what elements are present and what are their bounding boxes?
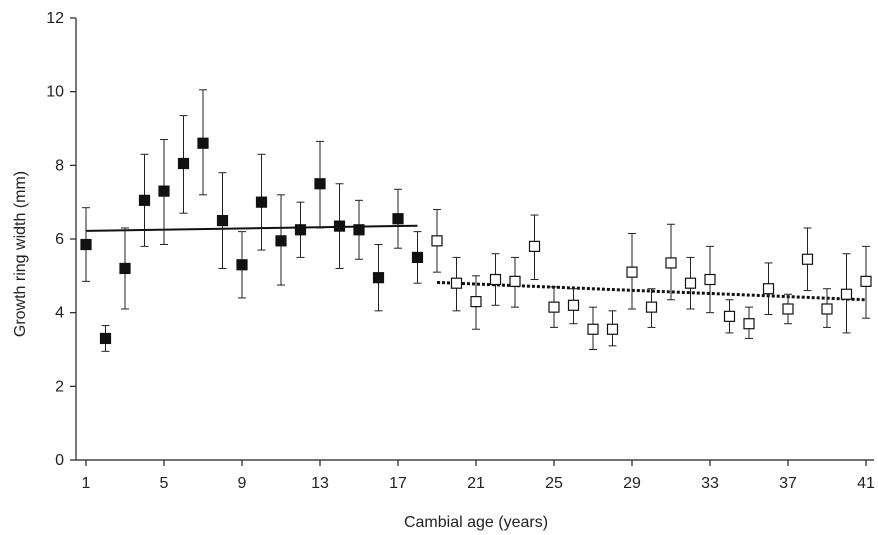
data-point-filled-square — [216, 214, 229, 227]
x-tick-label: 9 — [238, 475, 247, 492]
data-point-open-square — [606, 323, 619, 335]
data-point-open-square — [450, 277, 463, 289]
x-tick-label: 1 — [82, 475, 91, 492]
data-point-filled-square — [119, 262, 131, 275]
x-tick-label: 5 — [160, 475, 169, 492]
data-point-filled-square — [138, 194, 151, 206]
data-point-open-square — [743, 318, 755, 330]
data-point-filled-square — [275, 235, 287, 247]
data-point-filled-square — [177, 157, 190, 170]
y-tick-label: 12 — [46, 10, 64, 27]
data-point-open-square — [626, 266, 638, 278]
trend-line-series-2 — [436, 280, 867, 302]
x-tick-label: 33 — [701, 475, 719, 492]
x-tick-label: 41 — [857, 475, 875, 492]
y-tick-label: 0 — [55, 452, 64, 469]
x-axis-title: Cambial age (years) — [404, 514, 548, 531]
data-point-open-square — [821, 303, 833, 315]
data-point-open-square — [704, 273, 716, 286]
data-markers — [80, 137, 872, 345]
data-point-open-square — [489, 273, 502, 286]
y-tick-label: 4 — [55, 305, 64, 322]
data-point-open-square — [548, 301, 560, 313]
data-point-filled-square — [236, 259, 248, 271]
data-point-open-square — [587, 323, 599, 335]
x-tick-label: 13 — [311, 475, 329, 492]
data-point-open-square — [782, 303, 794, 315]
data-point-open-square — [528, 240, 541, 252]
data-point-filled-square — [392, 213, 404, 225]
x-tick-label: 37 — [779, 475, 797, 492]
data-point-filled-square — [294, 224, 307, 236]
axes — [70, 17, 874, 466]
error-bars — [82, 89, 870, 352]
data-point-filled-square — [197, 137, 209, 149]
data-point-open-square — [665, 257, 677, 269]
x-tick-label: 29 — [623, 475, 641, 492]
data-point-filled-square — [314, 178, 326, 190]
data-point-filled-square — [372, 272, 385, 284]
data-point-filled-square — [411, 251, 424, 264]
data-point-open-square — [431, 235, 443, 247]
data-point-open-square — [509, 275, 521, 287]
data-point-filled-square — [99, 332, 112, 345]
data-point-filled-square — [158, 185, 170, 197]
data-point-open-square — [840, 288, 853, 300]
data-point-filled-square — [255, 196, 268, 208]
data-point-filled-square — [80, 238, 92, 251]
trend-line-series-1 — [85, 224, 418, 232]
x-tick-label: 21 — [467, 475, 485, 492]
data-point-open-square — [645, 301, 658, 313]
data-point-open-square — [723, 310, 736, 322]
y-tick-label: 10 — [46, 84, 64, 101]
y-tick-label: 6 — [55, 231, 64, 248]
x-tick-label: 17 — [389, 475, 407, 492]
x-tick-label: 25 — [545, 475, 563, 492]
data-point-filled-square — [353, 224, 365, 236]
y-tick-label: 2 — [55, 378, 64, 395]
tick-labels: 0 2 4 6 8 10 12 1 5 9 13 17 21 25 29 33 37 41 — [46, 10, 875, 492]
data-point-open-square — [684, 277, 697, 289]
data-point-open-square — [801, 253, 814, 265]
data-point-open-square — [567, 299, 580, 311]
y-axis-title: Growth ring width (mm) — [12, 171, 29, 337]
data-point-open-square — [470, 296, 482, 308]
data-point-open-square — [860, 275, 872, 287]
y-tick-label: 8 — [55, 157, 64, 174]
data-point-filled-square — [333, 220, 346, 232]
data-point-open-square — [762, 283, 775, 295]
